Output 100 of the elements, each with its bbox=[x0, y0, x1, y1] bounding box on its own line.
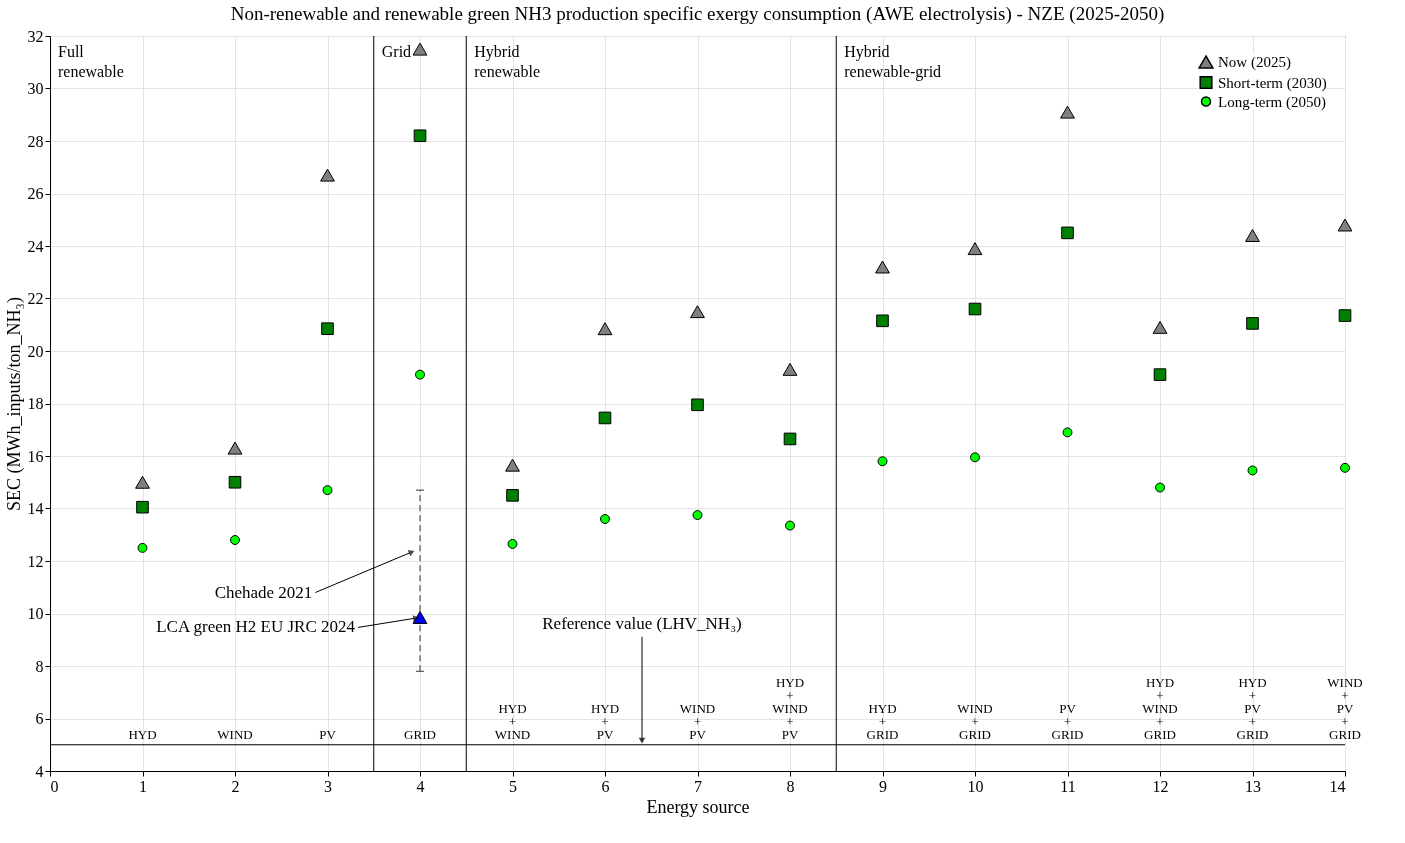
point bbox=[412, 42, 428, 56]
y-tick-label: 4 bbox=[35, 762, 44, 780]
point bbox=[1247, 465, 1258, 476]
point bbox=[692, 510, 703, 521]
point bbox=[1152, 320, 1168, 334]
point bbox=[876, 314, 889, 328]
point bbox=[690, 305, 705, 319]
point bbox=[321, 322, 334, 335]
point bbox=[322, 485, 333, 496]
legend-label: Short-term (2030) bbox=[1218, 74, 1327, 92]
annotation: HYD + PV bbox=[590, 701, 620, 743]
point bbox=[877, 456, 888, 467]
annotation: Chehade 2021 bbox=[214, 582, 313, 602]
point bbox=[505, 458, 520, 472]
x-tick-label: 13 bbox=[1245, 777, 1261, 795]
point bbox=[228, 475, 242, 489]
chart-title: Non-renewable and renewable green NH3 production specific exergy consumption (AWE electrolysis) - NZE (2025-2050) bbox=[230, 3, 1165, 25]
y-tick-label: 26 bbox=[27, 185, 44, 202]
point bbox=[135, 475, 150, 489]
point bbox=[970, 452, 980, 463]
x-tick-label: 4 bbox=[416, 777, 425, 795]
point bbox=[230, 535, 240, 545]
point bbox=[1338, 309, 1352, 322]
y-tick-label: 30 bbox=[27, 80, 44, 97]
x-tick-label: 5 bbox=[509, 777, 517, 795]
point bbox=[136, 500, 149, 514]
point bbox=[598, 411, 612, 425]
annotation: WIND + PV + GRID bbox=[1327, 675, 1363, 743]
y-tick-label: 6 bbox=[35, 710, 44, 727]
legend-label: Long-term (2050) bbox=[1218, 93, 1326, 111]
legend-label: Now (2025) bbox=[1218, 54, 1291, 71]
x-axis-title: Energy source bbox=[646, 796, 750, 817]
annotation: WIND + PV bbox=[679, 701, 716, 743]
y-tick-label: 28 bbox=[27, 132, 44, 150]
point bbox=[597, 322, 613, 336]
point bbox=[413, 129, 427, 143]
point bbox=[691, 398, 704, 412]
point bbox=[320, 168, 335, 182]
point bbox=[227, 441, 243, 455]
point bbox=[412, 610, 428, 624]
point bbox=[600, 514, 610, 524]
point bbox=[415, 369, 425, 380]
y-tick-label: 32 bbox=[27, 27, 44, 45]
ref-line-label: Reference value (LHV_NH₃) bbox=[542, 613, 742, 633]
point bbox=[1062, 427, 1073, 438]
annotation: WIND bbox=[217, 727, 253, 743]
point bbox=[875, 260, 890, 274]
point bbox=[783, 432, 797, 446]
x-tick-label: 0 bbox=[50, 777, 59, 795]
x-tick-label: 12 bbox=[1152, 777, 1169, 795]
annotation: HYD + GRID bbox=[866, 701, 899, 743]
annotation: Grid bbox=[381, 43, 412, 60]
y-tick-label: 18 bbox=[27, 395, 44, 412]
annotation: HYD bbox=[128, 727, 157, 743]
point bbox=[1060, 105, 1075, 119]
x-tick-label: 7 bbox=[694, 777, 702, 795]
point bbox=[1153, 368, 1167, 381]
point bbox=[785, 520, 795, 531]
point bbox=[967, 242, 983, 256]
annotation: HYD + WIND bbox=[494, 701, 531, 743]
annotation: HYD + WIND + GRID bbox=[1142, 675, 1178, 743]
y-tick-label: 20 bbox=[27, 342, 44, 360]
x-tick-label: 10 bbox=[967, 777, 984, 795]
point bbox=[1340, 462, 1350, 473]
x-tick-label: 9 bbox=[879, 777, 887, 795]
y-tick-label: 14 bbox=[27, 500, 44, 517]
point bbox=[1337, 218, 1353, 232]
annotation: WIND + GRID bbox=[957, 701, 993, 743]
y-tick-label: 22 bbox=[27, 290, 44, 307]
y-tick-label: 8 bbox=[35, 657, 44, 675]
point bbox=[1246, 317, 1259, 330]
y-tick-label: 16 bbox=[27, 447, 44, 465]
y-tick-label: 24 bbox=[27, 237, 44, 255]
y-tick-label: 12 bbox=[27, 552, 44, 570]
x-tick-label: 6 bbox=[601, 777, 610, 795]
x-tick-label: 8 bbox=[786, 777, 795, 795]
x-tick-label: 11 bbox=[1060, 777, 1076, 795]
point bbox=[782, 362, 798, 376]
annotation: HYD + PV + GRID bbox=[1236, 675, 1269, 743]
y-tick-label: 10 bbox=[27, 605, 44, 622]
annotation: Hybrid renewable bbox=[474, 43, 540, 80]
point bbox=[506, 489, 519, 502]
x-tick-label: 3 bbox=[324, 777, 332, 795]
annotation: Full renewable bbox=[58, 43, 124, 80]
annotation: PV bbox=[319, 727, 337, 743]
annotation: HYD + WIND + PV bbox=[772, 675, 808, 743]
point bbox=[1155, 482, 1165, 493]
annotation: Hybrid renewable-grid bbox=[844, 43, 942, 81]
annotation: PV + GRID bbox=[1051, 701, 1084, 743]
point bbox=[968, 302, 982, 316]
x-tick-label: 2 bbox=[231, 777, 240, 795]
text: LCA green H2 EU JRC 2024 bbox=[156, 617, 356, 637]
point bbox=[137, 542, 148, 553]
point bbox=[1061, 226, 1074, 240]
y-axis-title: SEC (MWh_inputs/ton_NH₃) bbox=[3, 297, 25, 511]
x-tick-label: 14 bbox=[1329, 777, 1346, 795]
x-tick-label: 1 bbox=[139, 777, 147, 795]
point bbox=[507, 538, 518, 549]
point bbox=[1245, 229, 1260, 242]
annotation: GRID bbox=[404, 727, 436, 743]
